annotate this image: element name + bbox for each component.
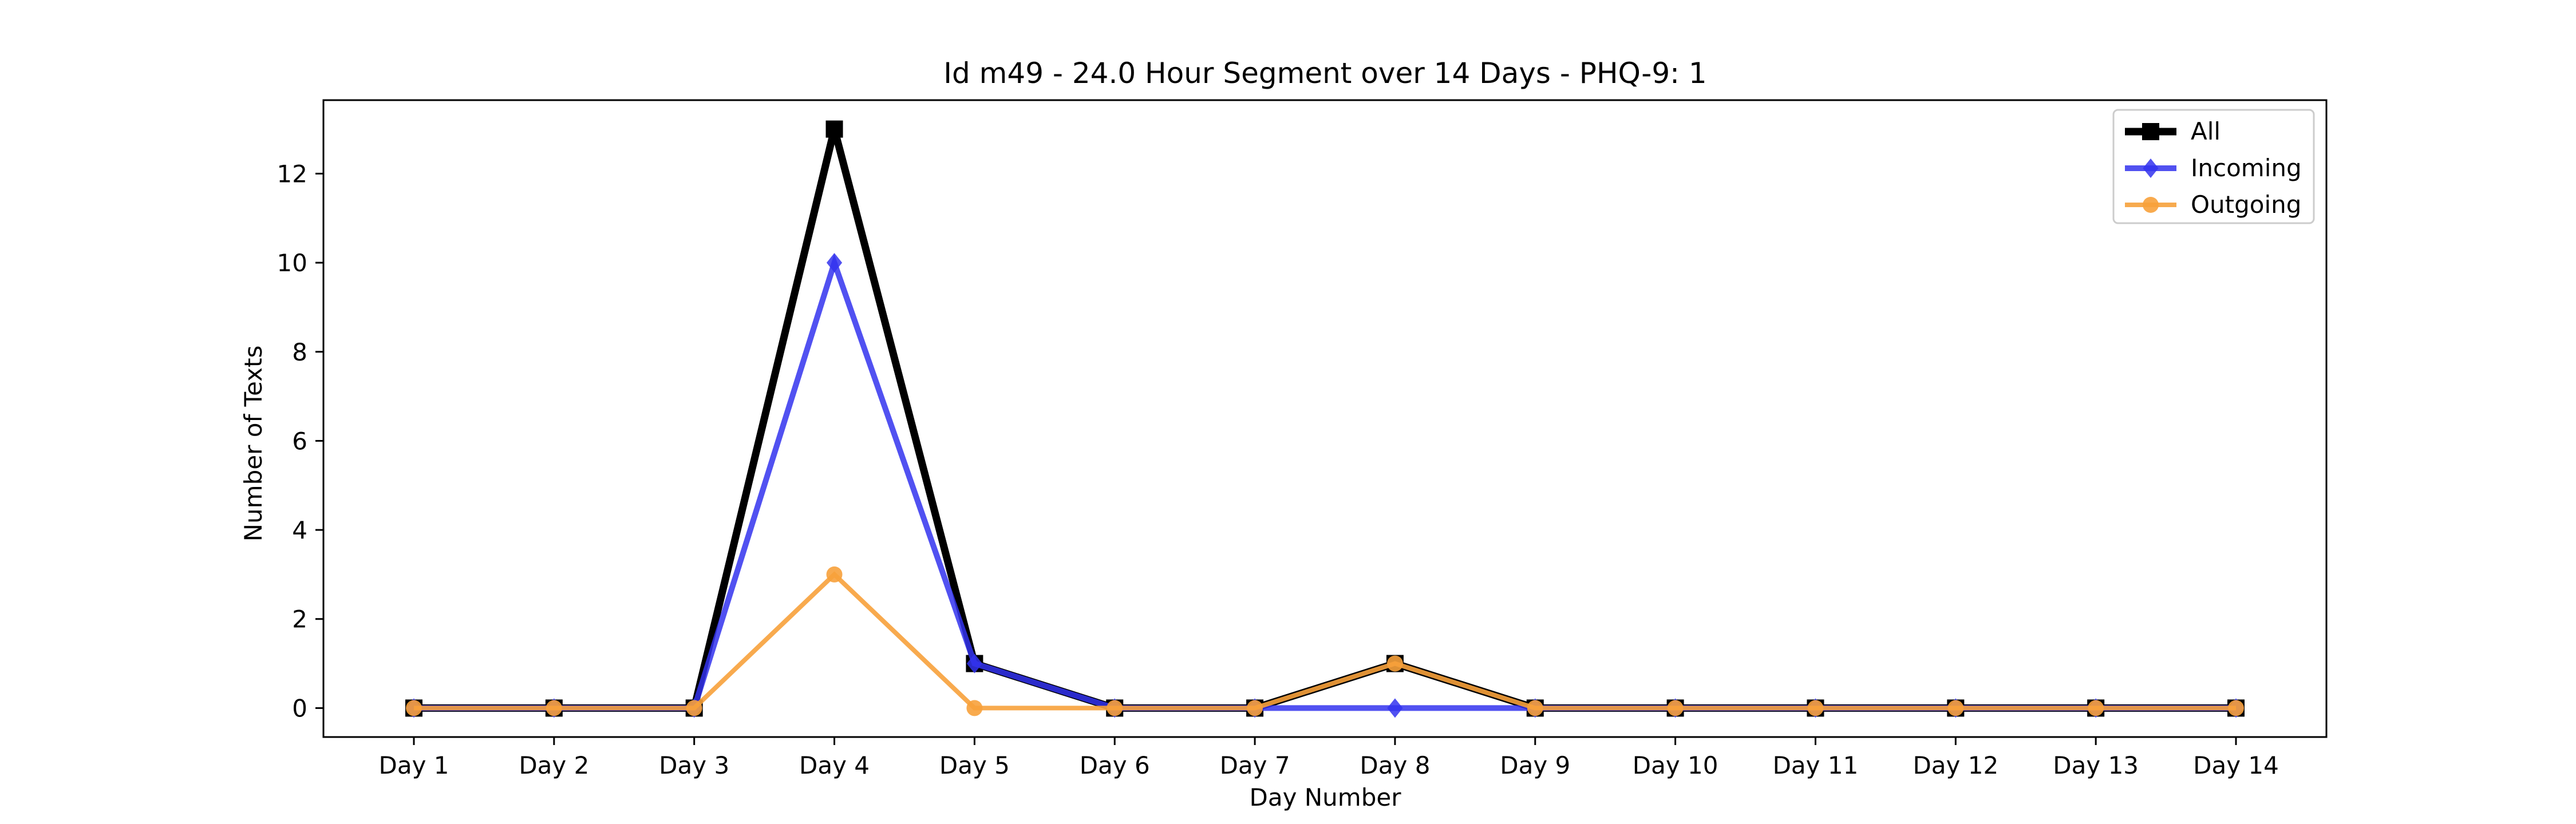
legend-label-incoming: Incoming xyxy=(2191,154,2302,182)
data-point-outgoing xyxy=(1386,655,1403,672)
y-tick-label: 8 xyxy=(292,338,307,366)
legend: All Incoming Outgoing xyxy=(2112,109,2315,224)
data-point-outgoing xyxy=(966,700,983,716)
legend-box xyxy=(2112,109,2315,224)
data-point-outgoing xyxy=(826,566,843,583)
x-tick-label: Day 5 xyxy=(939,751,1010,779)
legend-marker-outgoing xyxy=(2143,197,2159,213)
series-line-incoming xyxy=(414,253,2236,711)
data-point-incoming xyxy=(1387,698,1403,718)
y-tick-label: 12 xyxy=(277,160,307,188)
data-point-outgoing xyxy=(406,700,422,716)
legend-label-all: All xyxy=(2191,117,2221,145)
x-tick-label: Day 6 xyxy=(1080,751,1150,779)
x-tick-label: Day 7 xyxy=(1220,751,1290,779)
y-tick-label: 2 xyxy=(292,605,307,633)
series-line-all xyxy=(414,128,2236,712)
y-tick-label: 0 xyxy=(292,694,307,722)
x-tick-label: Day 13 xyxy=(2053,751,2139,779)
y-axis-label: Number of Texts xyxy=(239,346,267,542)
data-point-outgoing xyxy=(1107,700,1123,716)
legend-label-outgoing: Outgoing xyxy=(2191,191,2301,219)
x-tick-label: Day 4 xyxy=(799,751,870,779)
x-tick-label: Day 11 xyxy=(1773,751,1859,779)
data-point-outgoing xyxy=(686,700,702,716)
legend-marker-incoming xyxy=(2143,159,2159,178)
x-tick-label: Day 8 xyxy=(1360,751,1430,779)
x-tick-label: Day 14 xyxy=(2193,751,2279,779)
data-point-outgoing xyxy=(1667,700,1684,716)
data-point-incoming xyxy=(966,653,982,674)
y-tick-label: 10 xyxy=(277,249,307,277)
data-point-outgoing xyxy=(1247,700,1263,716)
data-point-all xyxy=(825,120,843,138)
data-point-outgoing xyxy=(1807,700,1824,716)
x-tick-label: Day 10 xyxy=(1633,751,1718,779)
plot-area: Day 1 Day 2 Day 3 Day 4 Day 5 Day 6 Day 7 Day 8… xyxy=(277,99,2328,779)
chart-title: Id m49 - 24.0 Hour Segment over 14 Days … xyxy=(943,57,1706,90)
legend-marker-all xyxy=(2142,123,2159,140)
data-point-outgoing xyxy=(1947,700,1964,716)
x-axis-label: Day Number xyxy=(1249,783,1401,811)
x-tick-label: Day 1 xyxy=(378,751,449,779)
x-tick-label: Day 2 xyxy=(519,751,589,779)
y-tick-label: 6 xyxy=(292,427,307,455)
y-tick-label: 4 xyxy=(292,516,307,544)
series-line-outgoing xyxy=(414,571,2236,711)
data-point-outgoing xyxy=(1527,700,1543,716)
plot-frame xyxy=(322,99,2328,738)
data-point-incoming xyxy=(826,253,843,273)
x-tick-label: Day 12 xyxy=(1913,751,1998,779)
data-point-outgoing xyxy=(2088,700,2104,716)
x-tick-label: Day 9 xyxy=(1500,751,1570,779)
data-point-outgoing xyxy=(546,700,562,716)
x-tick-label: Day 3 xyxy=(659,751,729,779)
data-point-outgoing xyxy=(2228,700,2244,716)
